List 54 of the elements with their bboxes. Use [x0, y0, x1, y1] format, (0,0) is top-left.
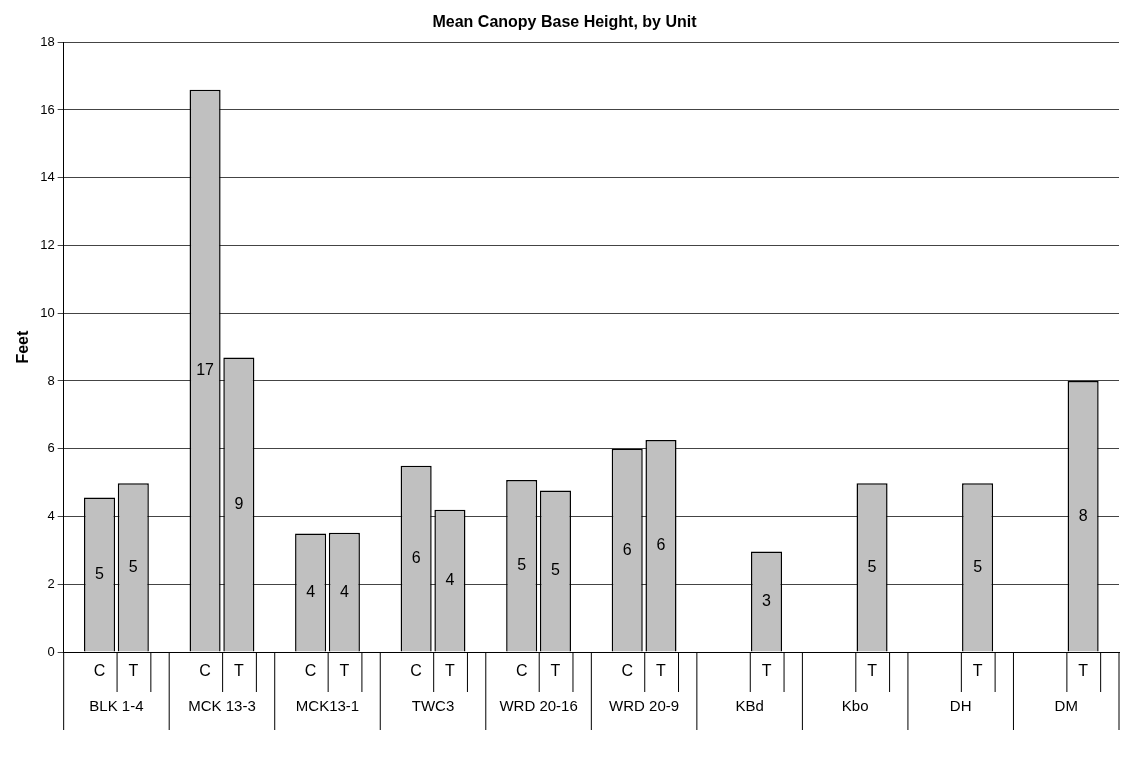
text: C: [199, 662, 211, 680]
data-label: 5: [95, 564, 105, 582]
x-tick-label: TWC3: [411, 697, 455, 715]
text: T: [445, 662, 455, 680]
text: T: [550, 662, 561, 680]
x-tick-label: MCK 13-3: [188, 697, 256, 715]
series-label: C: [93, 662, 106, 680]
x-tick-label: WRD 20-16: [499, 697, 578, 715]
text: T: [867, 662, 877, 680]
chart-title: Mean Canopy Base Height, by Unit: [432, 13, 698, 31]
data-label: 5: [867, 557, 877, 575]
data-label: 4: [445, 571, 455, 589]
y-tick-label: 14: [40, 169, 55, 185]
text: T: [972, 662, 983, 680]
y-tick-label: 12: [40, 237, 55, 253]
data-label: 5: [128, 557, 138, 575]
x-tick-label: WRD 20-9: [609, 697, 680, 715]
y-tick-label: 8: [47, 372, 55, 388]
y-tick-label: 0: [47, 643, 55, 659]
y-axis-title: Feet: [14, 329, 32, 364]
text: C: [621, 662, 633, 680]
text: T: [233, 662, 244, 680]
data-label: 6: [656, 536, 666, 554]
y-tick-label: 18: [40, 33, 55, 49]
text: C: [515, 662, 528, 680]
x-tick-label: DH: [949, 697, 972, 715]
data-label: 5: [973, 557, 983, 575]
data-label: 4: [339, 582, 349, 600]
data-label: 5: [517, 556, 527, 574]
y-tick-label: 6: [47, 440, 55, 456]
x-tick-label: Kbo: [841, 697, 869, 715]
data-label: 9: [234, 494, 244, 512]
series-label: T: [128, 662, 139, 680]
x-tick-label: MCK13-1: [295, 697, 360, 715]
x-tick-label: BLK 1-4: [89, 697, 144, 715]
y-tick-label: 16: [40, 101, 55, 117]
data-label: 3: [762, 591, 772, 609]
y-tick-label: 10: [40, 304, 55, 320]
data-label: 5: [551, 561, 560, 579]
text: T: [656, 662, 666, 680]
text: T: [761, 662, 772, 680]
data-label: 17: [196, 360, 215, 378]
data-label: 8: [1078, 506, 1088, 524]
text: C: [304, 662, 317, 680]
data-label: 6: [622, 540, 632, 558]
data-label: 6: [411, 548, 421, 566]
x-tick-label: KBd: [735, 697, 764, 715]
text: T: [1078, 662, 1089, 680]
y-tick-label: 2: [47, 575, 55, 591]
data-label: 4: [306, 582, 316, 600]
x-tick-label: DM: [1054, 697, 1078, 715]
y-tick-label: 4: [47, 508, 55, 524]
text: T: [339, 662, 350, 680]
text: C: [410, 662, 422, 680]
